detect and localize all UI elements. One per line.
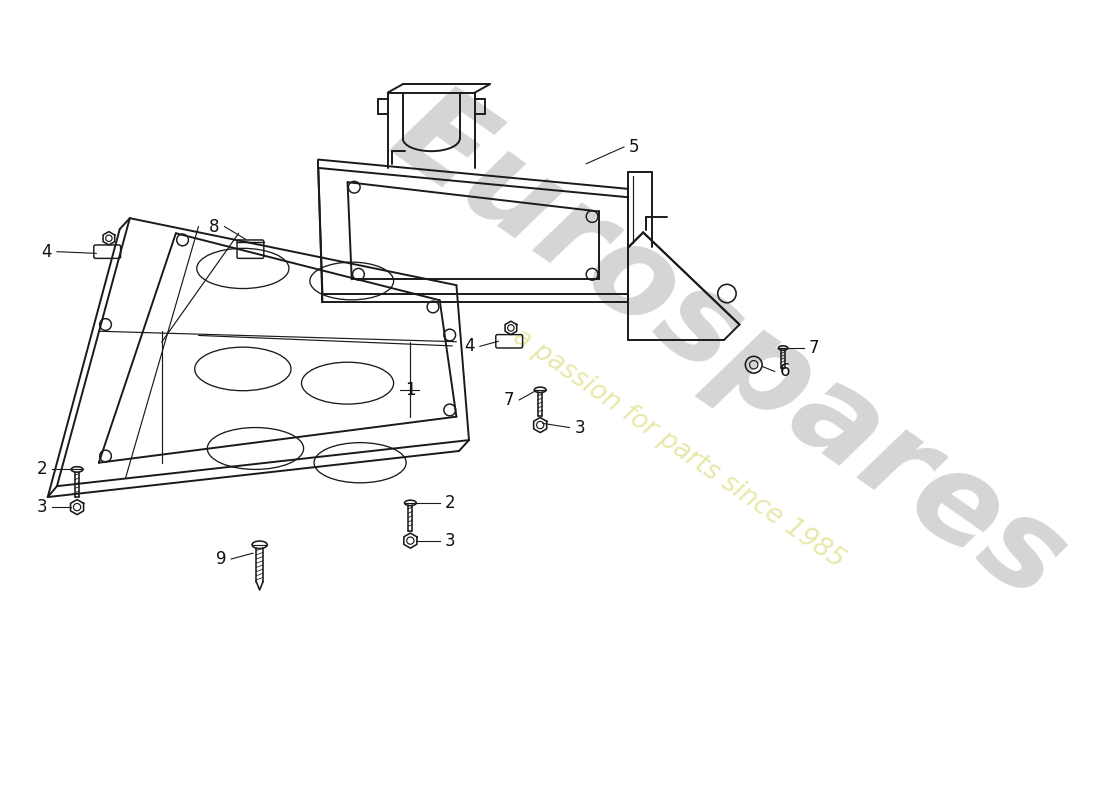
Text: 9: 9 [216,550,227,568]
Text: 1: 1 [405,381,416,399]
Text: 4: 4 [42,242,52,261]
Text: 6: 6 [780,362,790,381]
Text: 4: 4 [464,338,475,355]
Text: 3: 3 [574,418,585,437]
Text: 2: 2 [36,461,47,478]
Text: 7: 7 [808,339,820,357]
Text: 7: 7 [504,391,514,409]
Text: 3: 3 [444,532,455,550]
Text: Eurospares: Eurospares [370,72,1087,624]
Text: 2: 2 [444,494,455,512]
Text: a passion for parts since 1985: a passion for parts since 1985 [508,323,849,574]
Text: 3: 3 [36,498,47,516]
Text: 8: 8 [209,218,219,235]
Text: 5: 5 [629,138,639,156]
